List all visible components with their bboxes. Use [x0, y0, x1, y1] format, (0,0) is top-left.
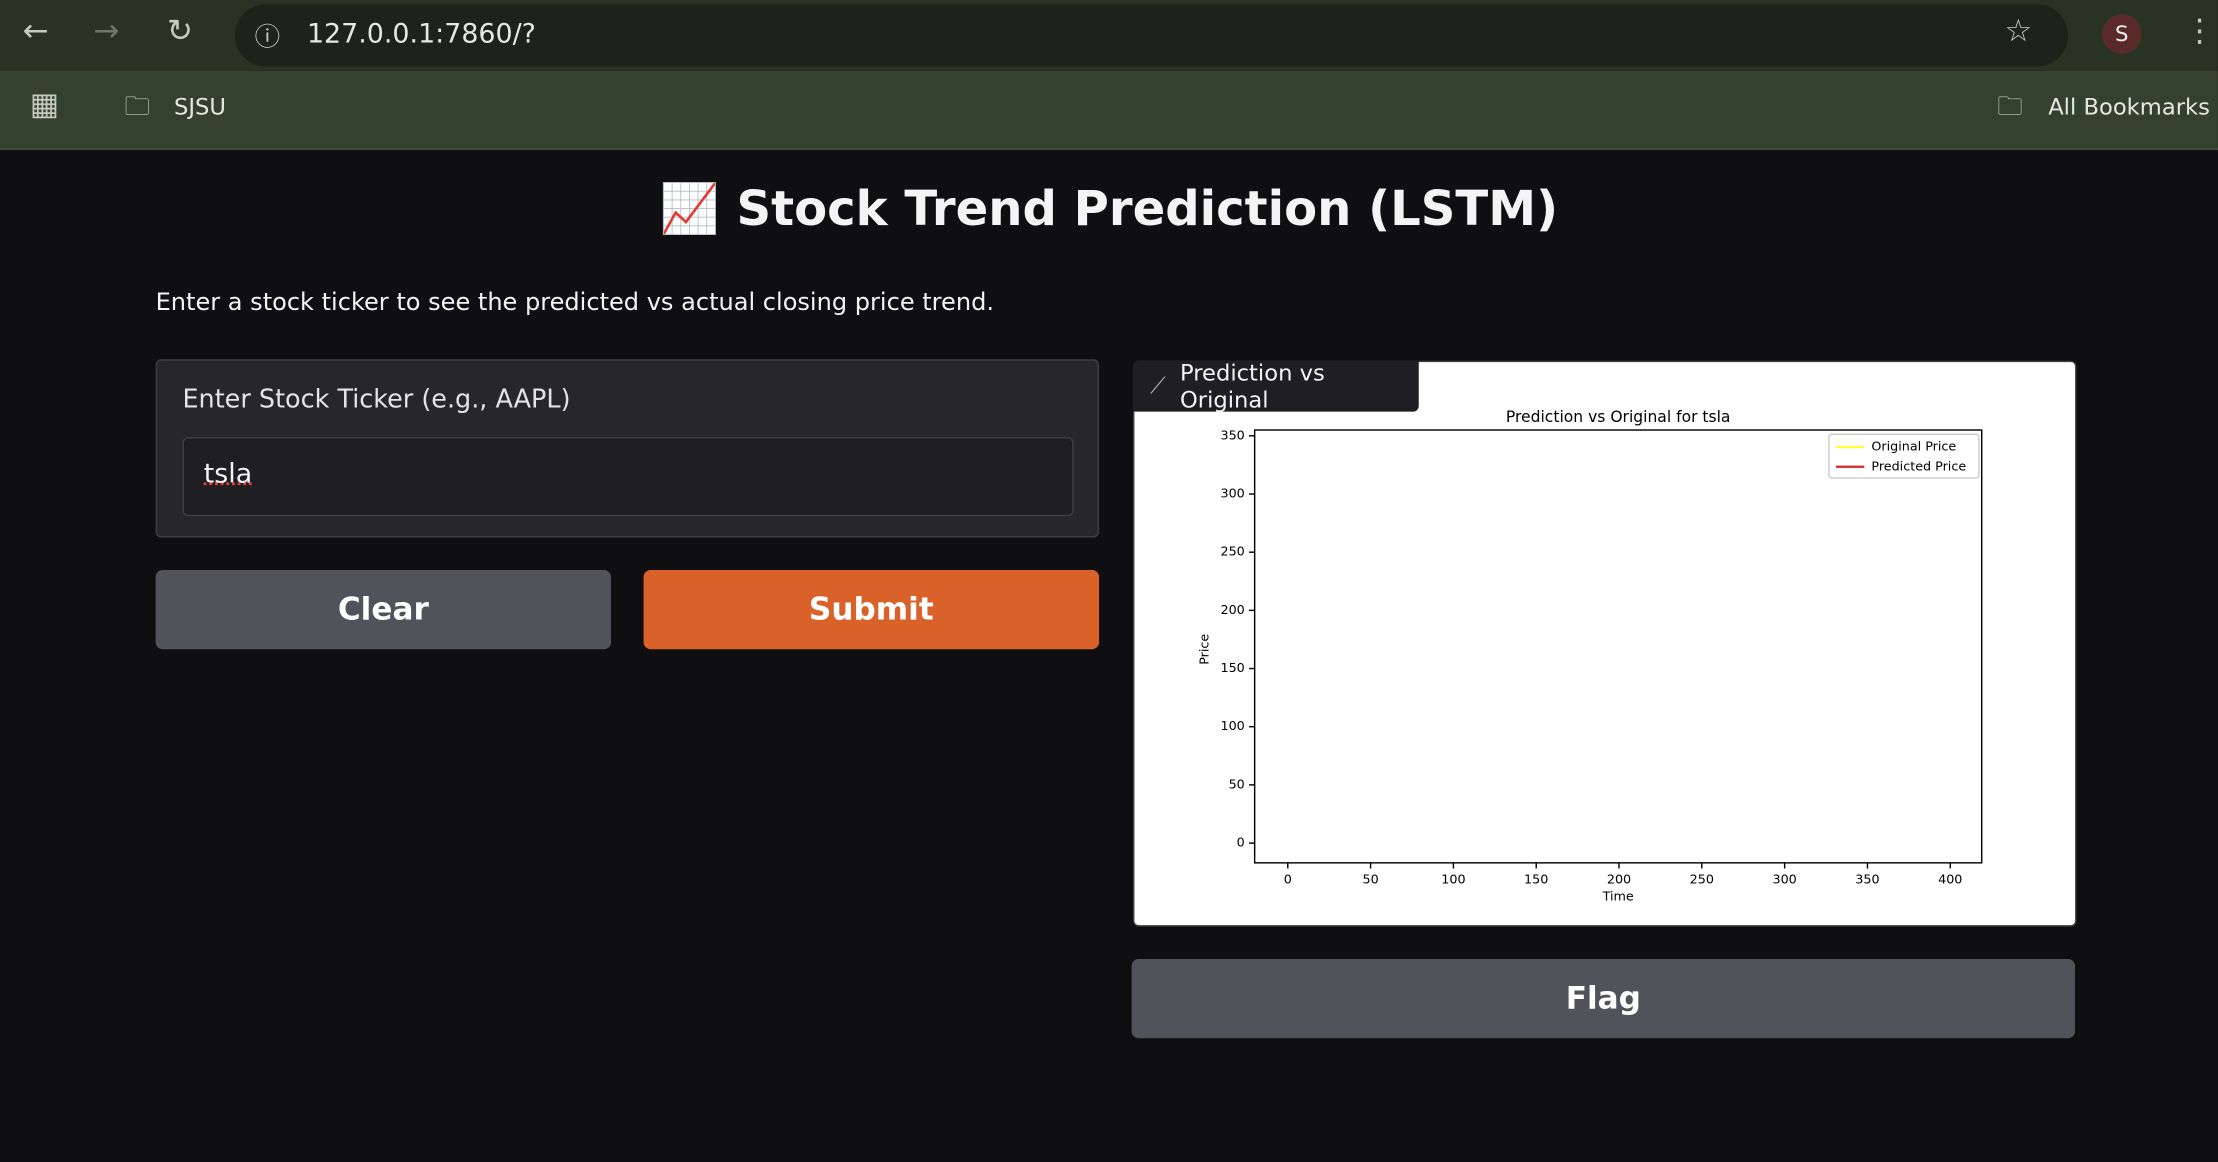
legend-label: Predicted Price — [1871, 459, 1966, 474]
clear-button[interactable]: Clear — [155, 570, 612, 650]
bookmarks-bar — [0, 70, 2218, 150]
address-bar[interactable] — [234, 4, 2068, 67]
bookmark[interactable]: All Bookmarks — [2048, 93, 2210, 121]
legend-box — [1828, 433, 1980, 479]
menu[interactable]: ⋮ — [2183, 14, 2216, 50]
plot-panel: Prediction vs Original for tsla Time Pri… — [1133, 360, 2077, 927]
forward-button[interactable]: → — [93, 14, 120, 50]
x-tick-label: 0 — [1284, 872, 1292, 887]
text-input[interactable] — [182, 437, 1074, 517]
y-tick-label: 150 — [1220, 661, 1244, 676]
x-tick-label: 200 — [1607, 872, 1631, 887]
submit-button[interactable]: Submit — [643, 570, 1100, 650]
input-label: Enter Stock Ticker (e.g., AAPL) — [182, 384, 571, 415]
x-tick-label: 250 — [1690, 872, 1714, 887]
x-tick-label: 150 — [1524, 872, 1548, 887]
x-axis-label: Time — [1602, 889, 1634, 904]
y-tick-label: 0 — [1237, 836, 1245, 851]
y-tick-label: 200 — [1220, 603, 1244, 618]
x-tick-label: 100 — [1441, 872, 1465, 887]
reload-button[interactable]: ↻ — [166, 14, 193, 50]
x-tick-label: 300 — [1772, 872, 1796, 887]
chart-title: Prediction vs Original for tsla — [1506, 408, 1731, 426]
flag-button[interactable]: Flag — [1131, 959, 2076, 1039]
app-title: 📈 Stock Trend Prediction (LSTM) — [659, 181, 1559, 238]
x-tick-label: 50 — [1362, 872, 1378, 887]
plot-label-text: Prediction vs Original — [1179, 359, 1325, 414]
chart: Prediction vs Original for tsla Time Pri… — [1198, 408, 1983, 904]
profile[interactable]: S — [2101, 14, 2142, 54]
plot-label: ⟋ Prediction vs Original — [1133, 359, 1419, 414]
y-tick-label: 250 — [1220, 545, 1244, 560]
y-tick-label: 350 — [1220, 428, 1244, 443]
plot-frame — [1253, 429, 1983, 864]
x-tick-label: 350 — [1855, 872, 1879, 887]
description: Enter a stock ticker to see the predicte… — [155, 288, 994, 317]
y-axis-label: Price — [1198, 634, 1213, 665]
folder-icon: 🗀 — [1997, 91, 2023, 122]
y-tick-label: 300 — [1220, 487, 1244, 502]
bookmark[interactable]: SJSU — [173, 93, 226, 121]
legend-label: Original Price — [1871, 439, 1956, 454]
y-tick-label: 100 — [1220, 719, 1244, 734]
chart-icon: ⟋ — [1149, 372, 1166, 399]
input-value: tsla — [203, 458, 253, 490]
back-button[interactable]: ← — [22, 14, 49, 50]
apps-icon[interactable]: ▦ — [29, 87, 60, 124]
folder-icon: 🗀 — [124, 91, 150, 122]
site-info[interactable]: ⓘ — [254, 22, 281, 53]
y-tick-label: 50 — [1229, 777, 1245, 792]
bookmark-star[interactable]: ☆ — [2004, 14, 2033, 50]
x-tick-label: 400 — [1938, 872, 1962, 887]
url: 127.0.0.1:7860/? — [306, 18, 536, 50]
